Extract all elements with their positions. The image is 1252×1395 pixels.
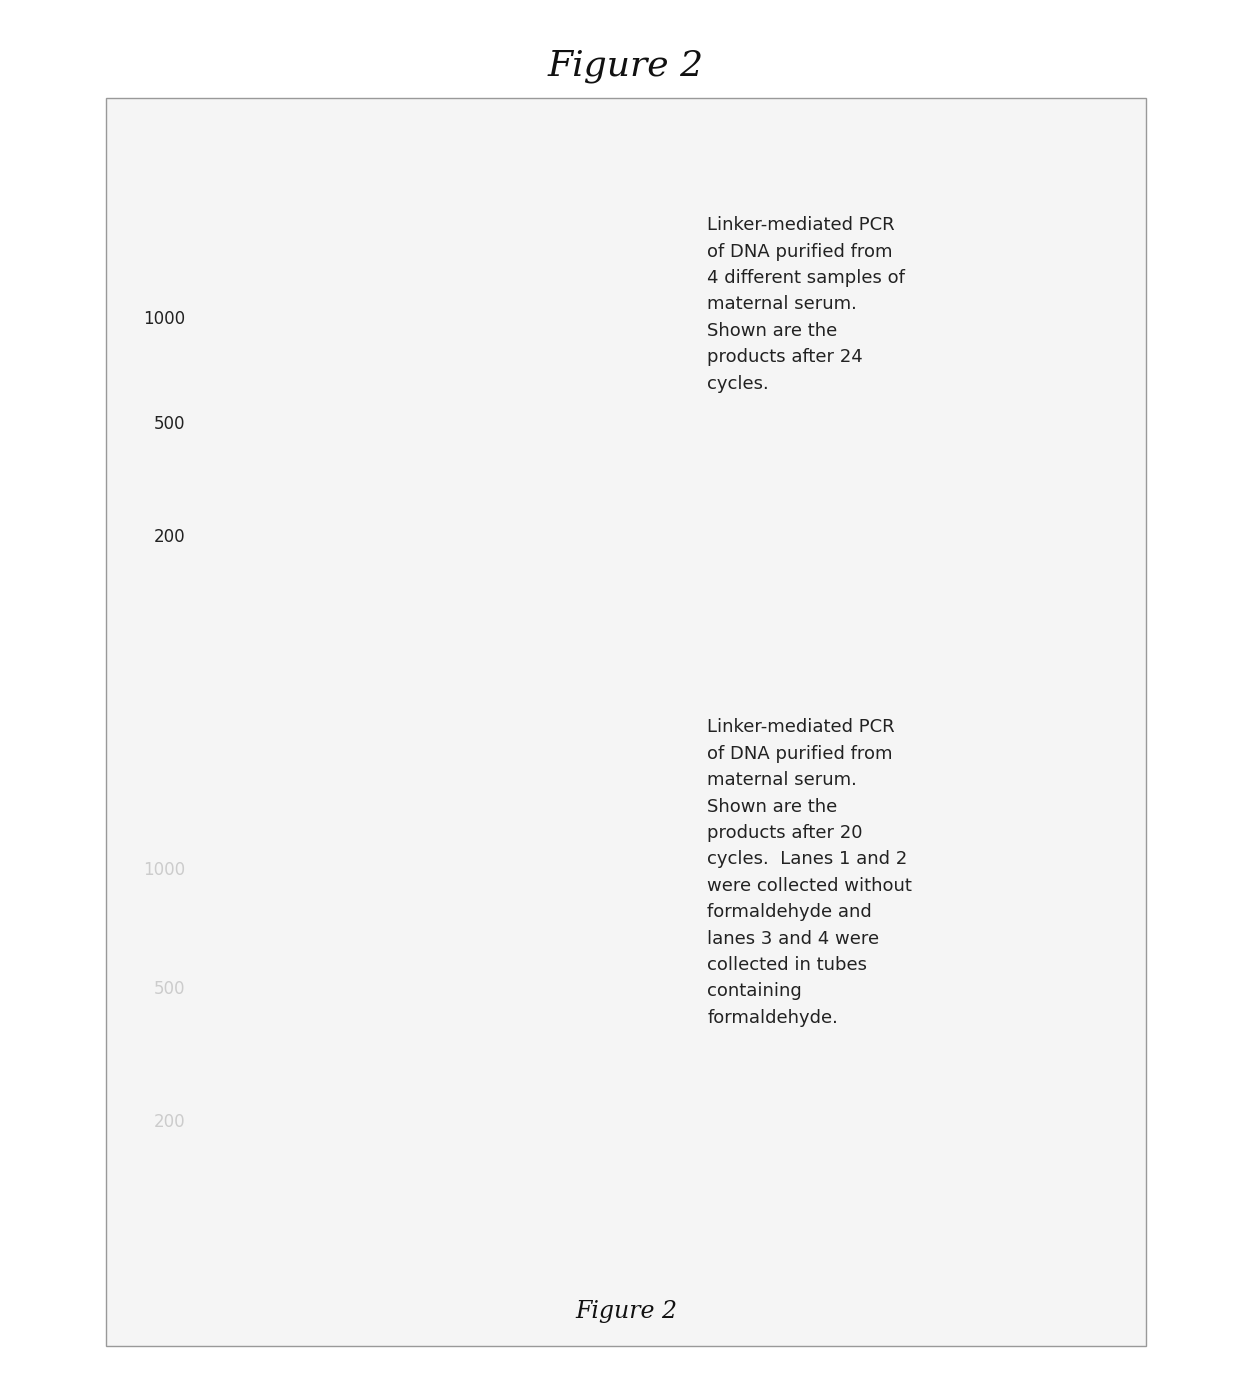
Text: 200: 200 bbox=[154, 529, 185, 545]
Text: 500: 500 bbox=[154, 979, 185, 997]
Text: Linker-mediated PCR
of DNA purified from
maternal serum.
Shown are the
products : Linker-mediated PCR of DNA purified from… bbox=[707, 718, 913, 1027]
Text: 1000: 1000 bbox=[143, 861, 185, 879]
Text: Linker-mediated PCR
of DNA purified from
4 different samples of
maternal serum.
: Linker-mediated PCR of DNA purified from… bbox=[707, 216, 905, 392]
Text: 200: 200 bbox=[154, 1113, 185, 1131]
Text: Figure 2: Figure 2 bbox=[575, 1300, 677, 1322]
Text: Figure 2: Figure 2 bbox=[548, 49, 704, 82]
Text: 500: 500 bbox=[154, 416, 185, 432]
Text: 1000: 1000 bbox=[143, 311, 185, 328]
